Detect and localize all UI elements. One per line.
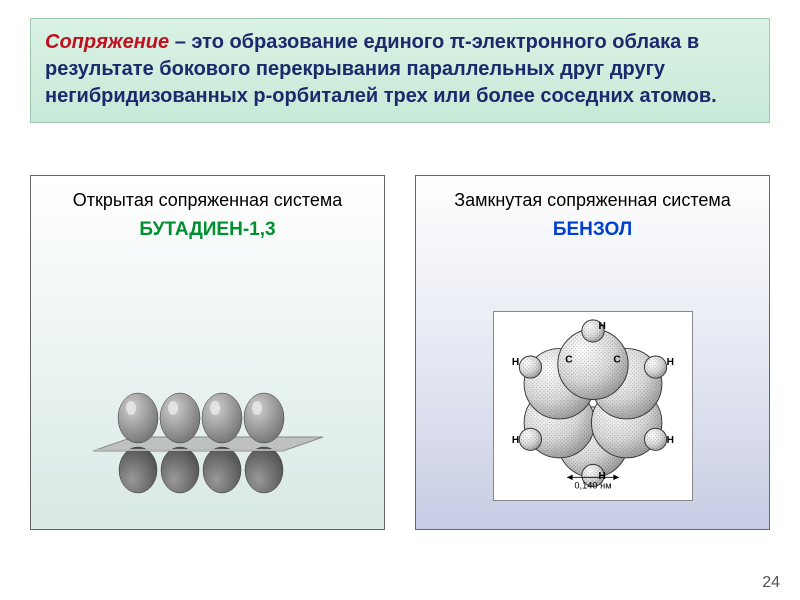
svg-text:C: C <box>613 354 621 365</box>
svg-text:0,140 нм: 0,140 нм <box>574 480 611 490</box>
definition-box: Сопряжение – это образование единого π-э… <box>30 18 770 123</box>
left-panel-subtitle: БУТАДИЕН-1,3 <box>41 219 374 241</box>
left-panel: Открытая сопряженная система БУТАДИЕН-1,… <box>30 175 385 530</box>
left-panel-title: Открытая сопряженная система <box>41 190 374 211</box>
right-panel: Замкнутая сопряженная система БЕНЗОЛ H H H… <box>415 175 770 530</box>
benzene-figure: HHHHHHCC0,140 нм <box>493 311 693 501</box>
right-panel-subtitle: БЕНЗОЛ <box>426 219 759 241</box>
right-panel-title: Замкнутая сопряженная система <box>426 190 759 211</box>
page-number: 24 <box>762 574 780 592</box>
definition-term: Сопряжение <box>45 31 169 53</box>
svg-text:H: H <box>666 435 673 446</box>
butadiene-figure <box>78 379 338 499</box>
svg-text:H: H <box>511 357 518 368</box>
svg-text:H: H <box>598 321 605 332</box>
svg-text:H: H <box>666 357 673 368</box>
svg-text:C: C <box>565 354 573 365</box>
svg-text:H: H <box>511 435 518 446</box>
definition-paragraph: Сопряжение – это образование единого π-э… <box>45 29 755 110</box>
